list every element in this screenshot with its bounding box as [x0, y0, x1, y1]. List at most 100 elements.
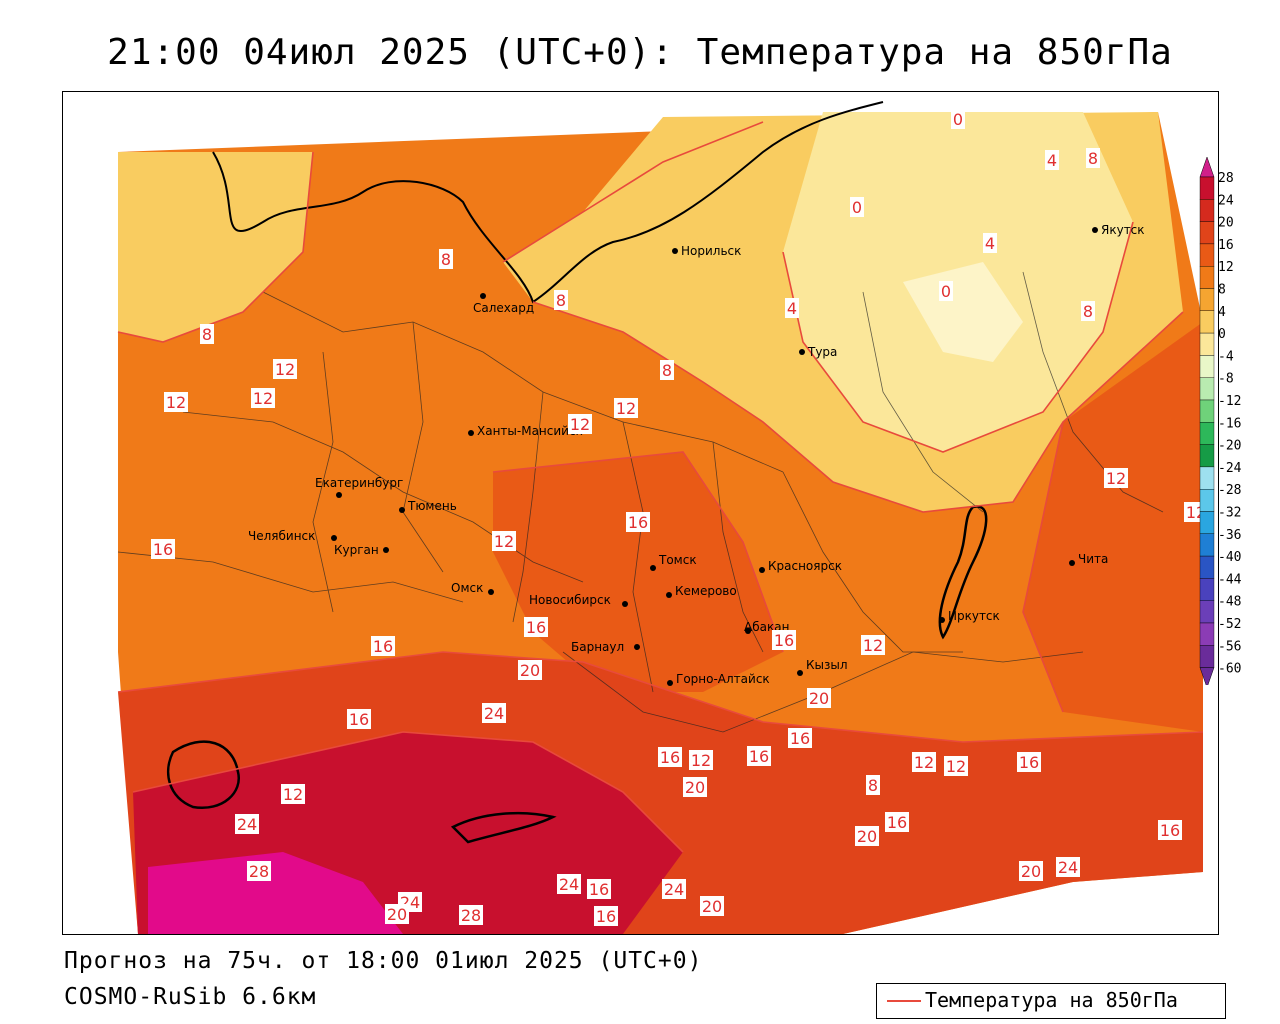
legend-svg: 28 24 20 16 12 8 4 0 -4 -8 -12 -16 -20 -24 -28 -32 -36 -4…	[1199, 156, 1242, 689]
legend-tick-label: -32	[1218, 506, 1241, 521]
isotherm-label-bg	[273, 359, 297, 379]
isotherm-label: 0	[852, 198, 862, 217]
legend-tick-label: -60	[1218, 662, 1241, 677]
isotherm-label-bg	[594, 906, 618, 926]
legend-swatch	[1199, 243, 1215, 267]
legend-tick-label: 28	[1218, 171, 1234, 186]
map-canvas: Норильск Якутск Салехард Тура Ханты-Мансийск…	[117, 101, 1208, 934]
isotherm-label-bg	[557, 874, 581, 894]
city-label: Курган	[334, 543, 379, 557]
legend-tick-label: 0	[1218, 327, 1226, 342]
isotherm-label-bg	[1056, 857, 1080, 877]
isotherm-label: 12	[494, 532, 514, 551]
isotherm-label-bg	[772, 630, 796, 650]
city-label: Иркутск	[948, 609, 1000, 623]
isotherm-label: 24	[559, 875, 579, 894]
legend-tick-label: 4	[1218, 305, 1226, 320]
legend-swatch	[1199, 600, 1215, 624]
isotherm-label-bg	[1104, 468, 1128, 488]
legend-bottom-arrow	[1199, 667, 1215, 689]
isotherm-label-bg	[912, 752, 936, 772]
isotherm-label: 16	[589, 880, 609, 899]
isotherm-label: 16	[526, 618, 546, 637]
legend-tick-label: -52	[1218, 617, 1241, 632]
legend-swatch	[1199, 466, 1215, 490]
isotherm-label-bg	[660, 360, 674, 380]
cities-layer: Норильск Якутск Салехард Тура Ханты-Мансийск…	[248, 223, 1145, 686]
city-marker	[383, 547, 389, 553]
city-marker	[672, 248, 678, 254]
isotherm-label: 8	[441, 250, 451, 269]
isotherm-label: 12	[253, 389, 273, 408]
city-marker	[331, 535, 337, 541]
legend-swatch	[1199, 310, 1215, 334]
isotherm-label-bg	[614, 398, 638, 418]
isotherm-label-bg	[200, 324, 214, 344]
isotherm-label-bg	[151, 539, 175, 559]
legend-top-arrow	[1199, 156, 1215, 178]
city-marker	[759, 567, 765, 573]
isotherm-label: 16	[596, 907, 616, 926]
isotherm-label: 20	[857, 827, 877, 846]
isotherm-label-bg	[944, 756, 968, 776]
city-marker	[650, 565, 656, 571]
city-marker	[336, 492, 342, 498]
isotherm-label-bg	[983, 233, 997, 253]
legend-swatch	[1199, 265, 1215, 289]
color-legend: 28 24 20 16 12 8 4 0 -4 -8 -12 -16 -20 -24 -28 -32 -36 -4…	[1198, 155, 1278, 689]
isotherm-label: 12	[283, 785, 303, 804]
cool-zone-north-west	[118, 152, 313, 342]
city-label: Новосибирск	[529, 593, 611, 607]
city-marker	[480, 293, 486, 299]
city-label: Ханты-Мансийск	[477, 424, 583, 438]
isotherm-label: 12	[166, 393, 186, 412]
city-label: Норильск	[681, 244, 741, 258]
legend-tick-label: 12	[1218, 260, 1234, 275]
legend-swatch	[1199, 511, 1215, 534]
isotherm-label-bg	[855, 826, 879, 846]
forecast-info: Прогноз на 75ч. от 18:00 01июл 2025 (UTC…	[64, 948, 703, 974]
isotherm-label-bg	[371, 636, 395, 656]
isotherm-label: 28	[249, 862, 269, 881]
legend-tick-label: -36	[1218, 528, 1241, 543]
isotherm-label-bg	[1017, 752, 1041, 772]
isotherm-label: 12	[275, 360, 295, 379]
isotherm-label: 8	[662, 361, 672, 380]
city-label: Чита	[1078, 552, 1108, 566]
city-marker	[488, 589, 494, 595]
key-label: Температура на 850гПа	[925, 988, 1178, 1012]
isotherm-label-bg	[850, 197, 864, 217]
isotherm-label-bg	[439, 249, 453, 269]
isotherm-label: 16	[373, 637, 393, 656]
isotherm-label-bg	[807, 688, 831, 708]
isotherm-label-bg	[247, 861, 271, 881]
isotherm-label-bg	[662, 879, 686, 899]
isotherm-label: 20	[809, 689, 829, 708]
isotherm-label-bg	[951, 109, 965, 129]
isotherm-label: 28	[461, 906, 481, 925]
city-marker	[666, 592, 672, 598]
isotherm-label-bg	[235, 814, 259, 834]
legend-tick-label: 24	[1218, 193, 1234, 208]
city-label: Челябинск	[248, 529, 315, 543]
isotherm-label-bg	[459, 905, 483, 925]
city-label: Кызыл	[806, 658, 848, 672]
isotherm-label: 4	[787, 299, 797, 318]
city-label: Омск	[451, 581, 483, 595]
city-marker	[399, 507, 405, 513]
isotherm-label: 16	[1019, 753, 1039, 772]
warm-zone-central	[493, 452, 783, 692]
legend-tick-label: -4	[1218, 349, 1234, 364]
isotherm-label-bg	[626, 512, 650, 532]
legend-swatch	[1199, 377, 1215, 401]
city-marker	[797, 670, 803, 676]
isotherm-label: 16	[660, 748, 680, 767]
isotherm-label: 8	[868, 776, 878, 795]
isotherm-label-bg	[524, 617, 548, 637]
isotherm-label-bg	[492, 531, 516, 551]
isotherm-label-bg	[861, 635, 885, 655]
city-label: Салехард	[473, 301, 534, 315]
legend-swatch	[1199, 578, 1215, 601]
isotherm-label: 16	[749, 747, 769, 766]
isotherm-label: 20	[702, 897, 722, 916]
